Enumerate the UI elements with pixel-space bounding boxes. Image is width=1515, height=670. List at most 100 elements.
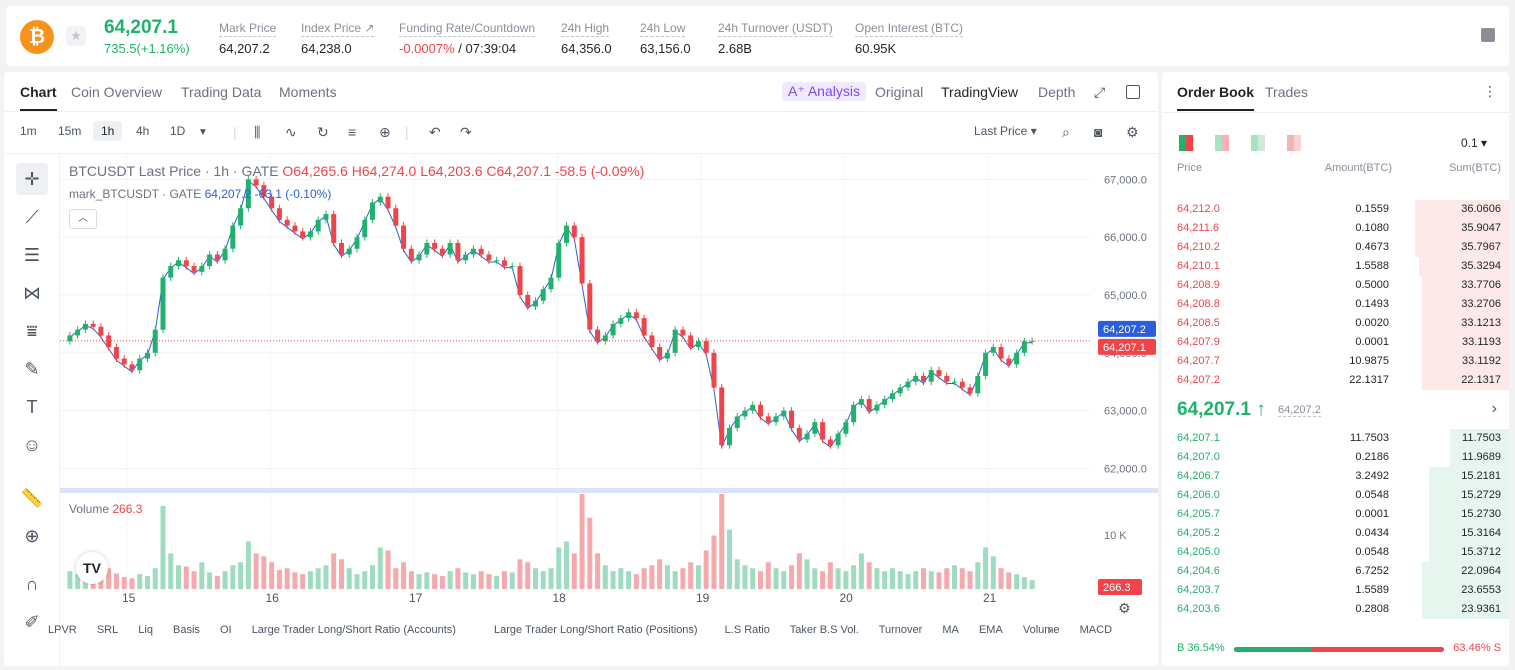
bid-row[interactable]: 64,206.0 0.0548 15.2729 <box>1162 486 1509 505</box>
ask-row[interactable]: 64,210.2 0.4673 35.7967 <box>1162 238 1509 257</box>
bid-row[interactable]: 64,203.7 1.5589 23.6553 <box>1162 581 1509 600</box>
indicators-icon[interactable]: ∿ <box>285 124 297 140</box>
candle-body <box>913 375 919 382</box>
view-split-icon[interactable] <box>1215 135 1229 151</box>
ask-row[interactable]: 64,210.1 1.5588 35.3294 <box>1162 257 1509 276</box>
candle-body <box>897 387 903 394</box>
indicator-srl[interactable]: SRL <box>96 624 119 636</box>
candle-body <box>905 381 911 388</box>
bid-row[interactable]: 64,206.7 3.2492 15.2181 <box>1162 467 1509 486</box>
timeframe-4h[interactable]: 4h <box>136 124 150 138</box>
indicator-ma[interactable]: MA <box>942 624 959 636</box>
indicator-ls-ratio[interactable]: L.S Ratio <box>724 624 770 636</box>
indicator-liq[interactable]: Liq <box>138 624 153 636</box>
timeframe-1d[interactable]: 1D <box>170 124 186 138</box>
price-step-select[interactable]: 0.1 ▾ <box>1460 136 1487 150</box>
y-tick-label: 67,000.0 <box>1104 174 1147 186</box>
refresh-icon[interactable]: ↻ <box>317 124 329 140</box>
ask-row[interactable]: 64,211.6 0.1080 35.9047 <box>1162 219 1509 238</box>
ask-row[interactable]: 64,208.9 0.5000 33.7706 <box>1162 276 1509 295</box>
tab-ai-analysis[interactable]: A⁺ Analysis <box>782 82 866 101</box>
stat-funding-rate[interactable]: Funding Rate/Countdown -0.0007% / 07:39:… <box>399 19 536 56</box>
collapse-legend-button[interactable]: ︿ <box>69 209 97 229</box>
template-icon[interactable]: ≡ <box>348 124 357 140</box>
candle-type-icon[interactable]: ⫼ <box>254 124 261 140</box>
stat-index-price[interactable]: Index Price ↗ 64,238.0 <box>301 19 375 56</box>
tab-original[interactable]: Original <box>875 84 924 100</box>
indicator-basis[interactable]: Basis <box>173 624 200 636</box>
magnet-icon[interactable]: ∩ <box>25 574 39 594</box>
pencil-lock-icon[interactable]: ✐ <box>24 612 40 632</box>
tab-coin-overview[interactable]: Coin Overview <box>71 84 163 100</box>
scroll-right-icon[interactable]: › <box>1048 623 1052 637</box>
indicator-taker-vol[interactable]: Taker B.S Vol. <box>789 624 859 636</box>
tab-tradingview[interactable]: TradingView <box>941 84 1019 100</box>
tab-moments[interactable]: Moments <box>279 84 337 100</box>
ask-row[interactable]: 64,208.8 0.1493 33.2706 <box>1162 295 1509 314</box>
view-both-icon[interactable] <box>1179 135 1193 151</box>
redo-icon[interactable]: ↷ <box>460 124 472 140</box>
tab-depth[interactable]: Depth <box>1038 84 1076 100</box>
volume-bar <box>478 571 484 589</box>
brush-icon[interactable]: ✎ <box>24 359 40 379</box>
window-icon[interactable] <box>1126 85 1140 99</box>
tab-order-book[interactable]: Order Book <box>1177 84 1255 111</box>
tab-chart[interactable]: Chart <box>20 84 57 111</box>
chevron-right-icon[interactable]: › <box>1491 400 1497 417</box>
candle-body <box>983 352 989 376</box>
ask-row[interactable]: 64,207.7 10.9875 33.1192 <box>1162 352 1509 371</box>
indicator-lpvr[interactable]: LPVR <box>48 624 77 636</box>
gear-icon[interactable]: ⚙ <box>1126 124 1139 140</box>
indicator-lt-positions[interactable]: Large Trader Long/Short Ratio (Positions… <box>493 624 698 636</box>
indicator-volume[interactable]: Volume <box>1022 624 1060 636</box>
book-icon[interactable] <box>1481 28 1495 42</box>
horizontal-lines-icon[interactable]: ☰ <box>23 245 41 265</box>
timeframe-15m[interactable]: 15m <box>58 124 82 138</box>
timeframe-1m[interactable]: 1m <box>20 124 37 138</box>
indicator-oi[interactable]: OI <box>220 624 232 636</box>
bid-row[interactable]: 64,204.6 6.7252 22.0964 <box>1162 562 1509 581</box>
indicator-ema[interactable]: EMA <box>978 624 1003 636</box>
bid-row[interactable]: 64,207.0 0.2186 11.9689 <box>1162 448 1509 467</box>
emoji-icon[interactable]: ☺ <box>22 435 42 455</box>
timeframe-dropdown-icon[interactable]: ▼ <box>198 127 208 138</box>
settings-icon[interactable]: ⚙ <box>1118 600 1131 616</box>
indicator-turnover[interactable]: Turnover <box>878 624 923 636</box>
timeframe-1h[interactable]: 1h <box>93 121 123 141</box>
bid-row[interactable]: 64,203.6 0.2808 23.9361 <box>1162 600 1509 619</box>
text-icon[interactable]: T <box>26 397 38 417</box>
search-icon[interactable]: ⌕ <box>1062 124 1070 140</box>
ask-row[interactable]: 64,212.0 0.1559 36.0606 <box>1162 200 1509 219</box>
fib-icon[interactable]: ⩸ <box>26 321 38 341</box>
bid-row[interactable]: 64,205.0 0.0548 15.3712 <box>1162 543 1509 562</box>
depth-bar <box>1422 581 1509 600</box>
crosshair-icon[interactable]: ✛ <box>16 163 48 195</box>
ask-row[interactable]: 64,207.9 0.0001 33.1193 <box>1162 333 1509 352</box>
camera-icon[interactable]: ◙ <box>1094 124 1103 140</box>
candle-body <box>509 266 515 268</box>
indicator-macd[interactable]: MACD <box>1079 624 1113 636</box>
ask-row[interactable]: 64,207.2 22.1317 22.1317 <box>1162 371 1509 390</box>
zoom-in-icon[interactable]: ⊕ <box>24 526 40 546</box>
bid-row[interactable]: 64,205.2 0.0434 15.3164 <box>1162 524 1509 543</box>
view-bids-icon[interactable] <box>1251 135 1265 151</box>
depth-bar <box>1429 467 1509 486</box>
bid-row[interactable]: 64,207.1 11.7503 11.7503 <box>1162 429 1509 448</box>
expand-icon[interactable]: ⤢ <box>1094 84 1106 100</box>
tab-trading-data[interactable]: Trading Data <box>181 84 262 100</box>
tab-trades[interactable]: Trades <box>1265 84 1309 100</box>
trend-line-icon[interactable]: ⟋ <box>25 207 39 227</box>
favorite-star-icon[interactable]: ★ <box>66 26 86 46</box>
pattern-icon[interactable]: ⋈ <box>23 283 41 303</box>
price-chart[interactable]: 67,000.066,000.065,000.064,000.063,000.0… <box>60 154 1158 666</box>
add-indicator-icon[interactable]: ⊕ <box>379 124 391 140</box>
view-asks-icon[interactable] <box>1287 135 1301 151</box>
ask-row[interactable]: 64,208.5 0.0020 33.1213 <box>1162 314 1509 333</box>
undo-icon[interactable]: ↶ <box>429 124 441 140</box>
price-type-select[interactable]: Last Price ▾ <box>974 124 1037 138</box>
stat-mark-price[interactable]: Mark Price 64,207.2 <box>219 19 277 56</box>
more-icon[interactable]: ⋮ <box>1483 83 1497 99</box>
bid-row[interactable]: 64,205.7 0.0001 15.2730 <box>1162 505 1509 524</box>
indicator-lt-accounts[interactable]: Large Trader Long/Short Ratio (Accounts) <box>251 624 456 636</box>
ruler-icon[interactable]: 📏 <box>20 488 44 508</box>
